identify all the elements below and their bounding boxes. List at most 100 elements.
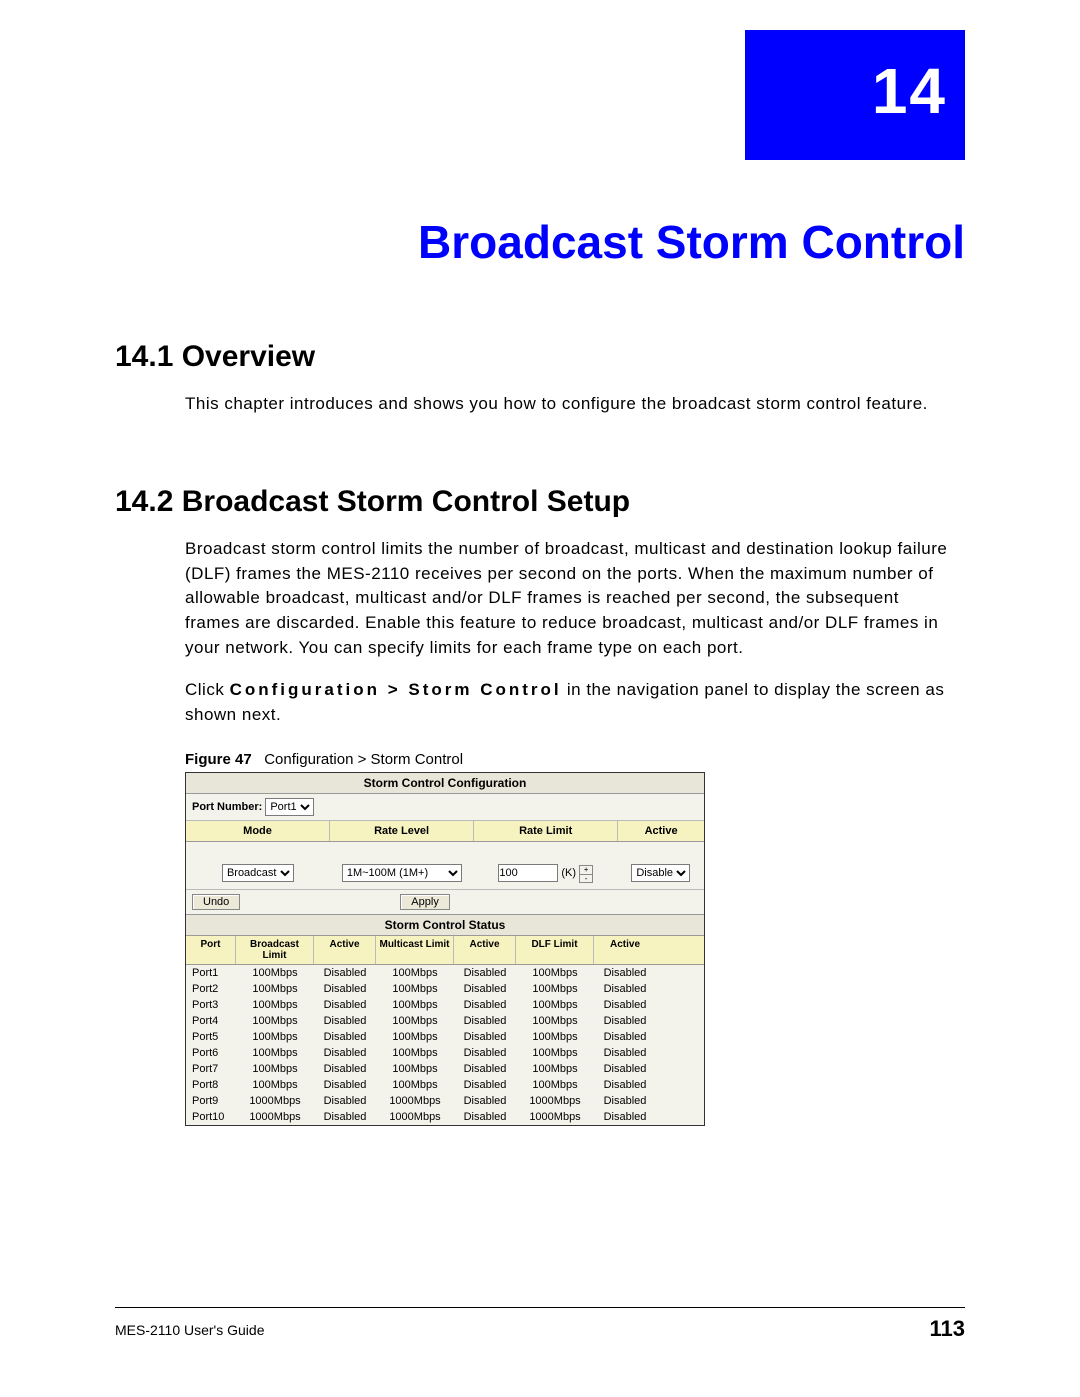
footer-guide: MES-2110 User's Guide: [115, 1322, 264, 1338]
status-row: Port3100MbpsDisabled100MbpsDisabled100Mb…: [186, 997, 704, 1013]
rate-limit-input[interactable]: [498, 864, 558, 882]
status-row: Port1100MbpsDisabled100MbpsDisabled100Mb…: [186, 965, 704, 981]
cell-a3: Disabled: [594, 1093, 656, 1109]
cell-dlf: 100Mbps: [516, 965, 594, 981]
cell-a2: Disabled: [454, 1077, 516, 1093]
cell-port: Port1: [186, 965, 236, 981]
rate-unit: (K): [561, 867, 576, 879]
cell-a3: Disabled: [594, 997, 656, 1013]
cell-bcl: 100Mbps: [236, 981, 314, 997]
cell-mcl: 100Mbps: [376, 1013, 454, 1029]
cell-port: Port7: [186, 1061, 236, 1077]
status-row: Port6100MbpsDisabled100MbpsDisabled100Mb…: [186, 1045, 704, 1061]
apply-button[interactable]: Apply: [400, 894, 450, 910]
cell-a3: Disabled: [594, 1077, 656, 1093]
chapter-number: 14: [872, 55, 947, 127]
cell-a3: Disabled: [594, 1045, 656, 1061]
cell-bcl: 100Mbps: [236, 1045, 314, 1061]
storm-control-screenshot: Storm Control Configuration Port Number:…: [185, 772, 705, 1125]
chapter-number-box: 14: [745, 30, 965, 160]
config-header-row: Mode Rate Level Rate Limit Active: [186, 821, 704, 842]
cell-bcl: 1000Mbps: [236, 1093, 314, 1109]
section-overview-heading: 14.1 Overview: [115, 340, 965, 374]
figure-caption: Figure 47 Configuration > Storm Control: [185, 751, 965, 768]
status-row: Port8100MbpsDisabled100MbpsDisabled100Mb…: [186, 1077, 704, 1093]
cell-port: Port6: [186, 1045, 236, 1061]
hdr-active: Active: [618, 821, 704, 841]
cell-mcl: 100Mbps: [376, 1061, 454, 1077]
setup-p2-pre: Click: [185, 680, 230, 699]
cell-a1: Disabled: [314, 997, 376, 1013]
cell-a1: Disabled: [314, 1029, 376, 1045]
sh-mcl: Multicast Limit: [376, 936, 454, 964]
cell-mcl: 100Mbps: [376, 1077, 454, 1093]
active-select[interactable]: Disable: [631, 864, 690, 882]
hdr-level: Rate Level: [330, 821, 474, 841]
figure-caption-text: Configuration > Storm Control: [264, 751, 463, 768]
cell-a1: Disabled: [314, 1013, 376, 1029]
cell-port: Port4: [186, 1013, 236, 1029]
cell-bcl: 100Mbps: [236, 997, 314, 1013]
sh-port: Port: [186, 936, 236, 964]
status-row: Port5100MbpsDisabled100MbpsDisabled100Mb…: [186, 1029, 704, 1045]
button-row: Undo Apply: [186, 890, 704, 915]
setup-paragraph-1: Broadcast storm control limits the numbe…: [185, 537, 955, 660]
cell-bcl: 100Mbps: [236, 965, 314, 981]
cell-a2: Disabled: [454, 965, 516, 981]
cell-dlf: 100Mbps: [516, 1061, 594, 1077]
footer-page: 113: [930, 1316, 966, 1342]
cell-a3: Disabled: [594, 1029, 656, 1045]
cell-a2: Disabled: [454, 981, 516, 997]
overview-paragraph: This chapter introduces and shows you ho…: [185, 392, 955, 417]
cell-a2: Disabled: [454, 1045, 516, 1061]
rate-spinner[interactable]: +-: [579, 865, 593, 883]
cell-dlf: 100Mbps: [516, 1045, 594, 1061]
cell-bcl: 100Mbps: [236, 1077, 314, 1093]
cell-mcl: 1000Mbps: [376, 1093, 454, 1109]
cell-dlf: 1000Mbps: [516, 1093, 594, 1109]
cell-a2: Disabled: [454, 1109, 516, 1125]
cell-dlf: 100Mbps: [516, 1013, 594, 1029]
hdr-mode: Mode: [186, 821, 330, 841]
status-row: Port4100MbpsDisabled100MbpsDisabled100Mb…: [186, 1013, 704, 1029]
cell-dlf: 100Mbps: [516, 1077, 594, 1093]
undo-button[interactable]: Undo: [192, 894, 240, 910]
cell-a1: Disabled: [314, 981, 376, 997]
cell-a3: Disabled: [594, 965, 656, 981]
status-row: Port101000MbpsDisabled1000MbpsDisabled10…: [186, 1109, 704, 1125]
cell-a1: Disabled: [314, 1093, 376, 1109]
cell-dlf: 100Mbps: [516, 981, 594, 997]
cell-a3: Disabled: [594, 981, 656, 997]
mode-select[interactable]: Broadcast: [222, 864, 294, 882]
cell-port: Port5: [186, 1029, 236, 1045]
cell-dlf: 1000Mbps: [516, 1109, 594, 1125]
cell-a3: Disabled: [594, 1013, 656, 1029]
sh-bcl: Broadcast Limit: [236, 936, 314, 964]
cell-port: Port8: [186, 1077, 236, 1093]
cell-mcl: 100Mbps: [376, 1029, 454, 1045]
section-setup-heading: 14.2 Broadcast Storm Control Setup: [115, 485, 965, 519]
sh-dlf: DLF Limit: [516, 936, 594, 964]
cell-port: Port10: [186, 1109, 236, 1125]
status-row: Port91000MbpsDisabled1000MbpsDisabled100…: [186, 1093, 704, 1109]
cell-a1: Disabled: [314, 1077, 376, 1093]
cell-dlf: 100Mbps: [516, 1029, 594, 1045]
cell-a3: Disabled: [594, 1061, 656, 1077]
cell-a2: Disabled: [454, 1029, 516, 1045]
port-number-select[interactable]: Port1: [265, 798, 314, 816]
status-row: Port7100MbpsDisabled100MbpsDisabled100Mb…: [186, 1061, 704, 1077]
sh-a2: Active: [454, 936, 516, 964]
cell-port: Port3: [186, 997, 236, 1013]
nav-path: Configuration > Storm Control: [230, 680, 562, 699]
cell-a1: Disabled: [314, 1045, 376, 1061]
config-value-row: Broadcast 1M~100M (1M+) (K) +- Disable: [186, 842, 704, 889]
cell-a1: Disabled: [314, 965, 376, 981]
cell-dlf: 100Mbps: [516, 997, 594, 1013]
cell-mcl: 100Mbps: [376, 997, 454, 1013]
cell-port: Port9: [186, 1093, 236, 1109]
figure-label: Figure 47: [185, 751, 252, 768]
cell-a1: Disabled: [314, 1061, 376, 1077]
chapter-title: Broadcast Storm Control: [418, 215, 965, 269]
rate-level-select[interactable]: 1M~100M (1M+): [342, 864, 462, 882]
hdr-limit: Rate Limit: [474, 821, 618, 841]
